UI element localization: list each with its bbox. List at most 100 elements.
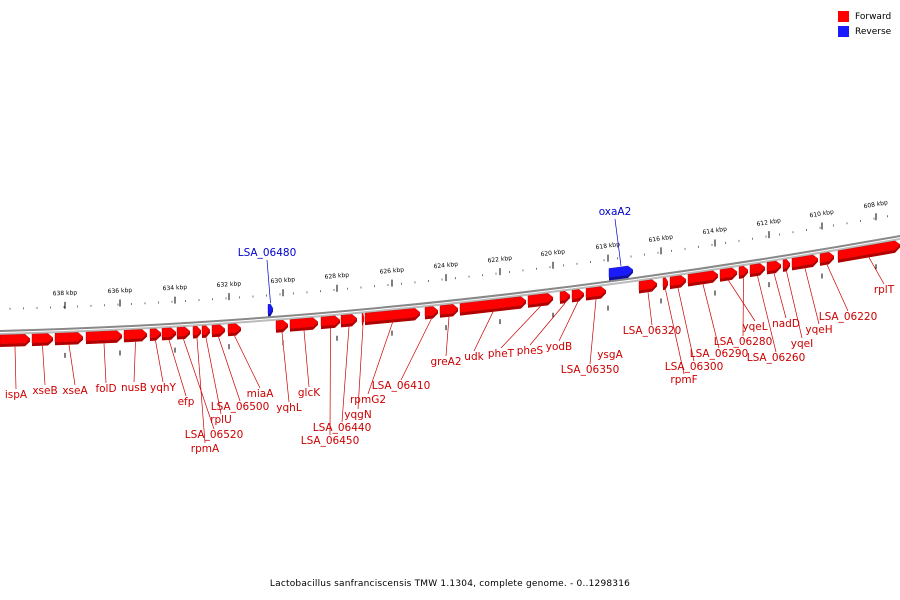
gene-arrow-miaa[interactable] [227,323,242,337]
gene-label-lsa_06320: LSA_06320 [623,325,682,337]
gene-arrow-lsa_06350[interactable] [585,286,607,301]
gene-leader-line [14,346,17,390]
gene-arrow-fold[interactable] [85,330,123,345]
gene-arrow-lsa_06520[interactable] [176,326,191,340]
gene-arrow-side [321,319,340,330]
tick-label: 626 kbp [379,266,404,275]
gene-label-rpmf: rpmF [670,374,697,386]
gene-label-yqhy: yqhY [150,382,177,394]
gene-arrow-face [192,326,202,336]
gene-arrow-lsa_06450[interactable] [320,315,341,330]
gene-arrow-face [638,279,658,291]
gene-label-yodb: yodB [546,341,573,353]
gene-arrow-rpmf[interactable] [662,277,669,291]
gene-arrow-side [162,332,176,341]
gene-arrow-face [0,334,31,345]
gene-arrow-grea2[interactable] [439,304,459,318]
gene-label-grea2: greA2 [430,356,461,368]
gene-arrow-lsa_06500[interactable] [211,324,226,338]
gene-label-lsa_06350: LSA_06350 [561,364,620,376]
gene-arrow-face [837,240,900,261]
gene-arrow-yqei[interactable] [782,259,791,272]
gene-arrow-side [425,310,438,320]
gene-arrow-side [838,244,900,263]
gene-arrow-xseb[interactable] [31,333,54,347]
gene-label-phet: pheT [488,348,515,360]
gene-arrow-rplu[interactable] [201,325,211,338]
gene-arrow-lsa_06220[interactable] [819,252,835,266]
gene-arrow-rplt[interactable] [837,240,900,263]
gene-arrow-yqel[interactable] [719,267,738,282]
gene-label-lsa_06520: LSA_06520 [185,429,244,441]
gene-arrow-lsa_06440[interactable] [340,314,358,328]
gene-arrow-efp[interactable] [161,327,177,341]
gene-label-ysga: ysgA [597,349,623,361]
gene-leader-line [742,278,744,337]
gene-label-lsa_06440: LSA_06440 [313,422,372,434]
gene-arrow-yqhy[interactable] [149,328,162,342]
gene-arrow-side [688,274,718,287]
gene-arrow-side [202,329,210,338]
gene-arrow-face [439,304,459,315]
gene-label-rplu: rplU [210,414,232,426]
gene-arrow-lsa_06260[interactable] [749,263,766,278]
gene-arrow-side [663,281,668,291]
gene-arrow-lsa_06300[interactable] [669,275,687,290]
gene-leader-line [529,303,566,346]
gene-leader-line [647,292,653,326]
gene-label-glck: glcK [298,387,321,399]
gene-leader-line [589,299,597,365]
gene-arrow-side [783,263,790,272]
gene-arrow-lsa_06280[interactable] [738,265,749,279]
gene-arrow-rpmg2[interactable] [364,308,421,326]
gene-leader-line [826,264,849,312]
gene-arrow-face [459,296,527,313]
gene-arrow-lsa_06290[interactable] [687,270,719,287]
gene-arrow-phes[interactable] [559,291,571,304]
gene-arrow-yodb[interactable] [571,289,585,303]
gene-arrow-side [528,297,553,308]
gene-arrow-lsa_06480[interactable] [267,303,274,317]
gene-arrow-lsa_06410[interactable] [424,306,439,320]
gene-arrow-yqhl[interactable] [275,319,289,333]
legend-item-forward: Forward [838,9,891,24]
gene-label-lsa_06290: LSA_06290 [690,348,749,360]
gene-arrow-side [212,328,225,338]
gene-arrow-lsa_06320[interactable] [638,279,658,294]
gene-leader-line [234,335,261,389]
gene-arrow-side [55,336,83,346]
gene-arrow-oxaa2[interactable] [608,265,634,281]
gene-arrow-face [766,260,782,272]
gene-label-lsa_06280: LSA_06280 [714,336,773,348]
gene-arrow-nusb[interactable] [123,329,148,343]
gene-arrow-yqeh[interactable] [791,254,819,271]
tick-label: 634 kbp [163,284,188,292]
gene-leader-line [155,340,164,383]
gene-arrow-phet[interactable] [527,293,554,308]
gene-leader-line [68,344,76,386]
gene-arrow-yqgn[interactable] [361,313,365,326]
gene-arrow-side [150,332,161,342]
legend: Forward Reverse [838,9,891,39]
gene-arrow-side [124,333,147,343]
gene-arrow-face [267,303,274,314]
gene-arrow-nadd[interactable] [766,260,782,275]
gene-arrow-ispa[interactable] [0,334,31,347]
gene-label-lsa_06220: LSA_06220 [819,311,878,323]
gene-arrow-xsea[interactable] [54,332,84,346]
gene-arrow-rpma[interactable] [192,326,202,339]
gene-arrow-udk[interactable] [459,296,527,316]
gene-leader-line [702,284,720,349]
gene-label-yqei: yqeI [791,338,813,350]
gene-arrow-side [268,308,273,317]
gene-arrow-side [670,279,686,290]
gene-arrow-face [559,291,571,302]
gene-arrow-glck[interactable] [289,317,319,332]
gene-arrow-face [85,330,123,342]
gene-arrow-face [211,324,226,335]
gene-arrow-face [424,306,439,317]
gene-arrow-side [276,324,288,333]
gene-arrow-side [193,330,201,339]
gene-leader-line [103,343,107,384]
